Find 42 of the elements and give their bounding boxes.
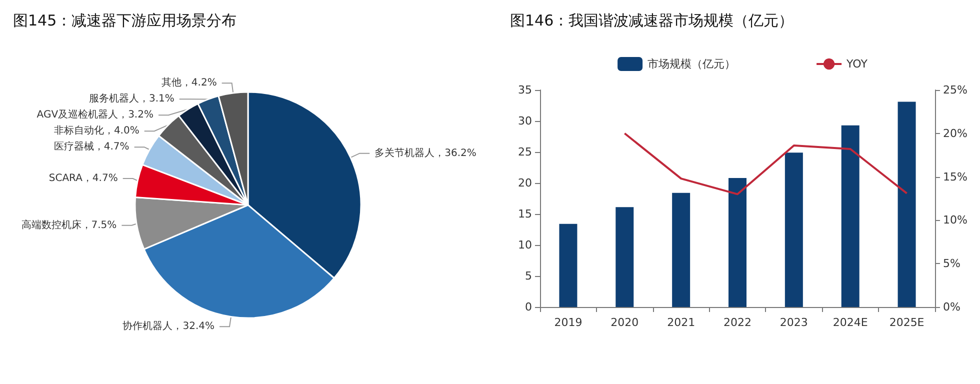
slice-label: 服务机器人，3.1% [88,92,174,105]
y2-tick-label: 25% [943,84,968,96]
x-tick-label: 2020 [610,316,639,329]
slice-label: 高端数控机床，7.5% [21,218,117,231]
y-tick-label: 5 [525,270,532,282]
y-tick-label: 20 [518,176,532,190]
y2-tick-label: 10% [943,214,968,227]
slice-label: 多关节机器人，36.2% [374,146,476,159]
y-tick-label: 35 [518,84,532,96]
bar [841,125,860,307]
x-tick-label: 2022 [724,316,752,329]
legend-label: 市场规模（亿元） [648,58,736,70]
y2-tick-label: 15% [943,170,968,184]
chart-title: 图146：我国谐波减速器市场规模（亿元） [510,12,794,30]
bar [616,207,634,307]
y-tick-label: 0 [525,300,532,314]
slice-label: AGV及巡检机器人，3.2% [36,108,154,121]
bar [728,178,746,307]
y-tick-label: 10 [518,238,532,252]
x-tick-label: 2019 [554,316,582,329]
x-tick-label: 2023 [780,316,808,329]
y-tick-label: 30 [518,114,532,128]
slice-label: 非标自动化，4.0% [54,124,140,137]
x-tick-label: 2024E [832,316,868,329]
x-tick-label: 2025E [889,316,924,329]
y-tick-label: 25 [518,146,532,158]
chart-title: 图145：减速器下游应用场景分布 [13,12,237,30]
line-series [624,132,908,196]
slice-label: SCARA，4.7% [48,173,118,184]
slice-label: 医疗器械，4.7% [54,140,130,153]
bar [672,192,690,307]
slice-label: 协作机器人，32.4% [122,320,215,332]
bar [559,224,578,307]
x-tick-label: 2021 [667,316,696,329]
y2-tick-label: 0% [943,300,960,314]
bar [784,152,803,307]
bar [898,102,916,307]
legend-label: YOY [846,58,868,70]
y2-tick-label: 20% [943,126,968,140]
y2-tick-label: 5% [943,257,960,270]
y-tick-label: 15 [518,208,532,220]
slice-label: 其他，4.2% [161,76,217,89]
